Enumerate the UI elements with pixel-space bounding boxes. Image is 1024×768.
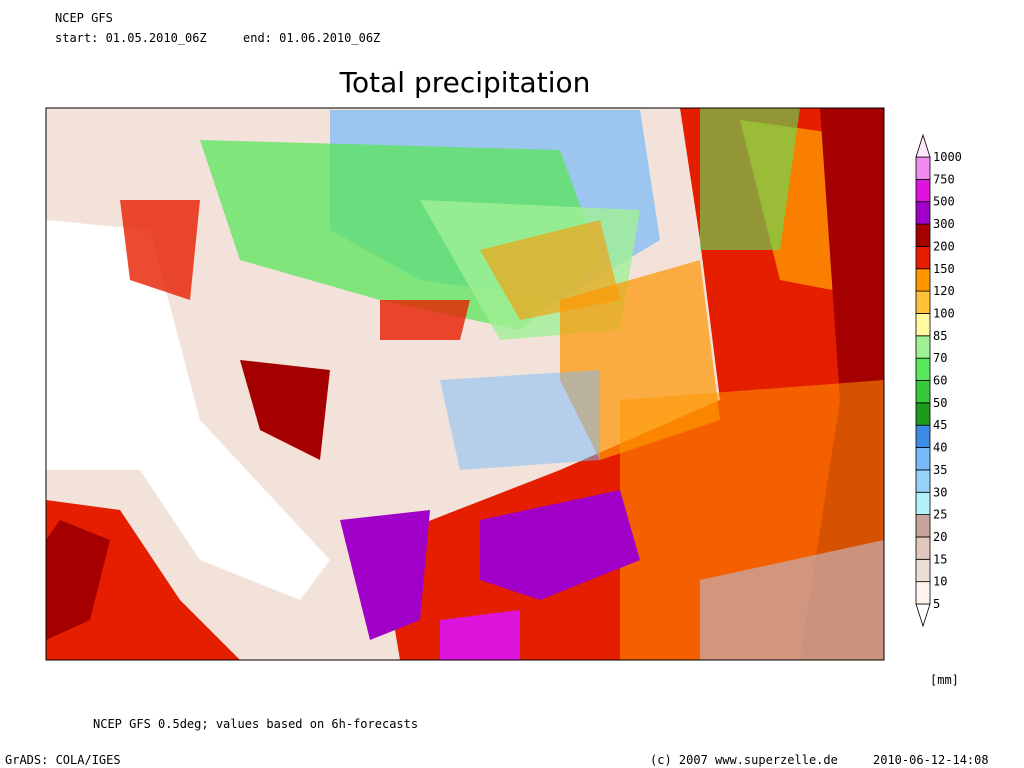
colorbar-label: 150 bbox=[933, 262, 955, 276]
colorbar-label: 120 bbox=[933, 284, 955, 298]
end-time: end: 01.06.2010_06Z bbox=[243, 31, 380, 45]
colorbar-box bbox=[915, 581, 931, 605]
colorbar-box bbox=[915, 558, 931, 583]
colorbar-label: 10 bbox=[933, 575, 947, 589]
colorbar-label: 40 bbox=[933, 441, 947, 455]
colorbar-box bbox=[915, 380, 931, 404]
colorbar-triangle bbox=[915, 603, 931, 628]
colorbar-label: 70 bbox=[933, 351, 947, 365]
title: Total precipitation bbox=[339, 66, 591, 99]
colorbar-box bbox=[915, 469, 931, 493]
colorbar-box bbox=[915, 245, 931, 270]
colorbar-box bbox=[915, 447, 931, 471]
software: GrADS: COLA/IGES bbox=[5, 753, 121, 767]
colorbar-triangle bbox=[915, 133, 931, 158]
colorbar-box bbox=[915, 201, 931, 225]
colorbar-label: 50 bbox=[933, 396, 947, 410]
colorbar-label: 85 bbox=[933, 329, 947, 343]
colorbar-label: 100 bbox=[933, 306, 955, 320]
footer-note: NCEP GFS 0.5deg; values based on 6h-fore… bbox=[93, 717, 418, 731]
colorbar-label: 5 bbox=[933, 597, 940, 611]
colorbar-box bbox=[915, 313, 931, 337]
colorbar-label: 35 bbox=[933, 463, 947, 477]
colorbar-label: 300 bbox=[933, 217, 955, 231]
colorbar-label: 750 bbox=[933, 172, 955, 186]
colorbar-box bbox=[915, 178, 931, 203]
colorbar-box bbox=[915, 268, 931, 292]
copyright: (c) 2007 www.superzelle.de bbox=[650, 753, 838, 767]
colorbar-label: 200 bbox=[933, 239, 955, 253]
colorbar-label: 30 bbox=[933, 485, 947, 499]
colorbar-label: 15 bbox=[933, 552, 947, 566]
map bbox=[45, 107, 885, 661]
colorbar-box bbox=[915, 402, 931, 426]
colorbar-box bbox=[915, 156, 931, 180]
unit: [mm] bbox=[930, 673, 959, 687]
colorbar-box bbox=[915, 424, 931, 448]
colorbar: 5 10 15 20 25 30 35 40 45 50 60 70 85 100 120 150 200 300… bbox=[915, 133, 962, 628]
colorbar-box bbox=[915, 290, 931, 314]
colorbar-label: 45 bbox=[933, 418, 947, 432]
colorbar-box bbox=[915, 335, 931, 359]
colorbar-label: 25 bbox=[933, 508, 947, 522]
colorbar-box bbox=[915, 491, 931, 516]
timestamp: 2010-06-12-14:08 bbox=[873, 753, 989, 767]
colorbar-label: 60 bbox=[933, 374, 947, 388]
colorbar-box bbox=[915, 536, 931, 560]
source: NCEP GFS bbox=[55, 11, 113, 25]
colorbar-box bbox=[915, 514, 931, 538]
colorbar-box bbox=[915, 223, 931, 247]
colorbar-box bbox=[915, 357, 931, 381]
colorbar-label: 20 bbox=[933, 530, 947, 544]
colorbar-label: 500 bbox=[933, 195, 955, 209]
colorbar-label: 1000 bbox=[933, 150, 962, 164]
start-time: start: 01.05.2010_06Z bbox=[55, 31, 207, 45]
